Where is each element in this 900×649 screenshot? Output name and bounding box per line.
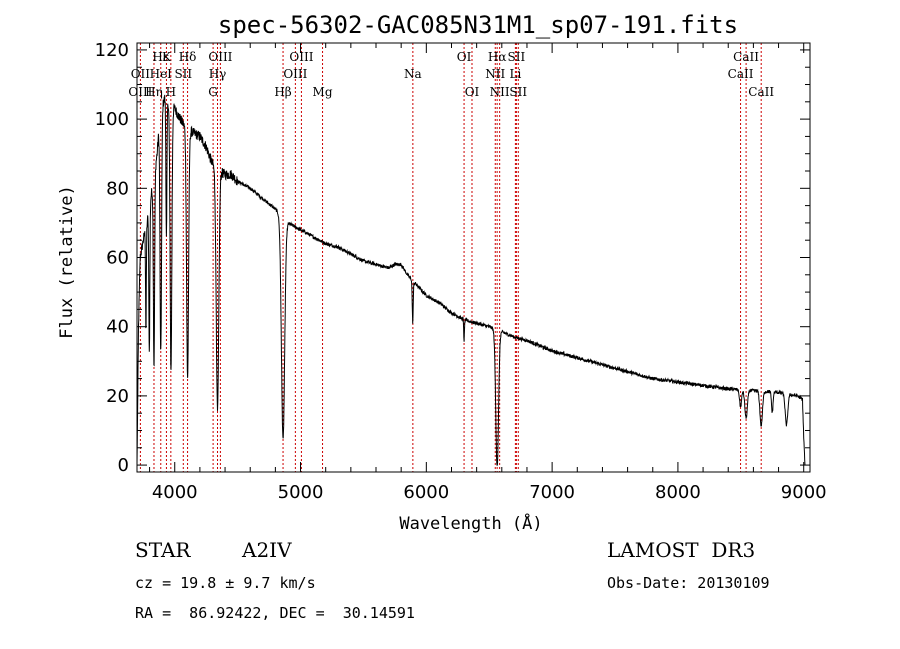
spectrum-line: [136, 94, 806, 466]
line-marker-label: K: [162, 50, 172, 64]
x-tick-label: 5000: [278, 482, 324, 503]
line-marker-label: CaII: [733, 50, 759, 64]
x-axis: 4000 5000 6000 7000 8000 9000: [149, 43, 827, 503]
line-marker-label: OIII: [283, 67, 307, 81]
line-marker-label: G: [208, 85, 218, 99]
line-marker-label: OIII: [128, 85, 152, 99]
line-marker-label: CaII: [748, 85, 774, 99]
line-marker-label: Li: [509, 67, 521, 81]
x-tick-label: 6000: [403, 482, 449, 503]
y-tick-label: 40: [106, 317, 129, 338]
line-marker-label: OI: [465, 85, 480, 99]
line-marker-label: Mg: [313, 85, 333, 99]
line-marker-label: SII: [508, 50, 526, 64]
line-marker-label: OIII: [289, 50, 313, 64]
line-marker-label: Hδ: [179, 50, 197, 64]
line-marker-label: OI: [457, 50, 472, 64]
line-marker-label: Hα: [488, 50, 507, 64]
y-axis-label: Flux (relative): [57, 185, 77, 339]
y-tick-label: 20: [106, 386, 129, 407]
line-marker-label: Hγ: [209, 67, 227, 81]
line-marker-label: OII: [131, 67, 151, 81]
object-class: STAR: [135, 538, 191, 562]
line-marker-label: SII: [174, 67, 192, 81]
line-marker-label: Na: [404, 67, 422, 81]
survey-label: LAMOST DR3: [607, 538, 756, 562]
line-marker-label: H: [166, 85, 176, 99]
line-marker-label: NII: [485, 67, 505, 81]
x-tick-label: 9000: [781, 482, 827, 503]
line-marker-label: NII: [490, 85, 510, 99]
coordinates: RA = 86.92422, DEC = 30.14591: [135, 604, 415, 622]
chart-title: spec-56302-GAC085N31M1_sp07-191.fits: [218, 11, 738, 39]
x-axis-label: Wavelength (Å): [399, 512, 542, 534]
y-tick-label: 80: [106, 178, 129, 199]
line-marker-label: SII: [509, 85, 527, 99]
plot-frame: [136, 42, 811, 473]
y-tick-label: 0: [118, 455, 129, 476]
line-marker-label: OIII: [208, 50, 232, 64]
y-tick-label: 100: [95, 109, 129, 130]
obs-date: Obs-Date: 20130109: [607, 574, 770, 592]
object-subclass: A2IV: [242, 538, 292, 562]
line-marker-label: Hε: [152, 50, 169, 64]
redshift-info: cz = 19.8 ± 9.7 km/s: [135, 574, 316, 592]
x-tick-label: 8000: [655, 482, 701, 503]
x-tick-label: 7000: [529, 482, 575, 503]
line-marker-label: Hβ: [274, 85, 291, 99]
y-tick-label: 120: [95, 40, 129, 61]
y-axis: 0 20 40 60 80 100 120: [95, 40, 810, 476]
line-marker-label: Hη: [145, 85, 163, 99]
line-marker-label: CaII: [728, 67, 754, 81]
y-tick-label: 60: [106, 248, 129, 269]
line-marker-label: HeI: [150, 67, 173, 81]
line-markers: [139, 43, 762, 472]
x-tick-label: 4000: [152, 482, 198, 503]
